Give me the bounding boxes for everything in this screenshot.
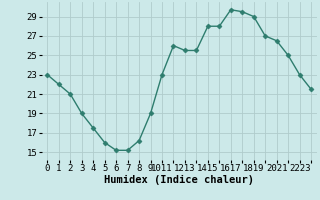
X-axis label: Humidex (Indice chaleur): Humidex (Indice chaleur)	[104, 175, 254, 185]
